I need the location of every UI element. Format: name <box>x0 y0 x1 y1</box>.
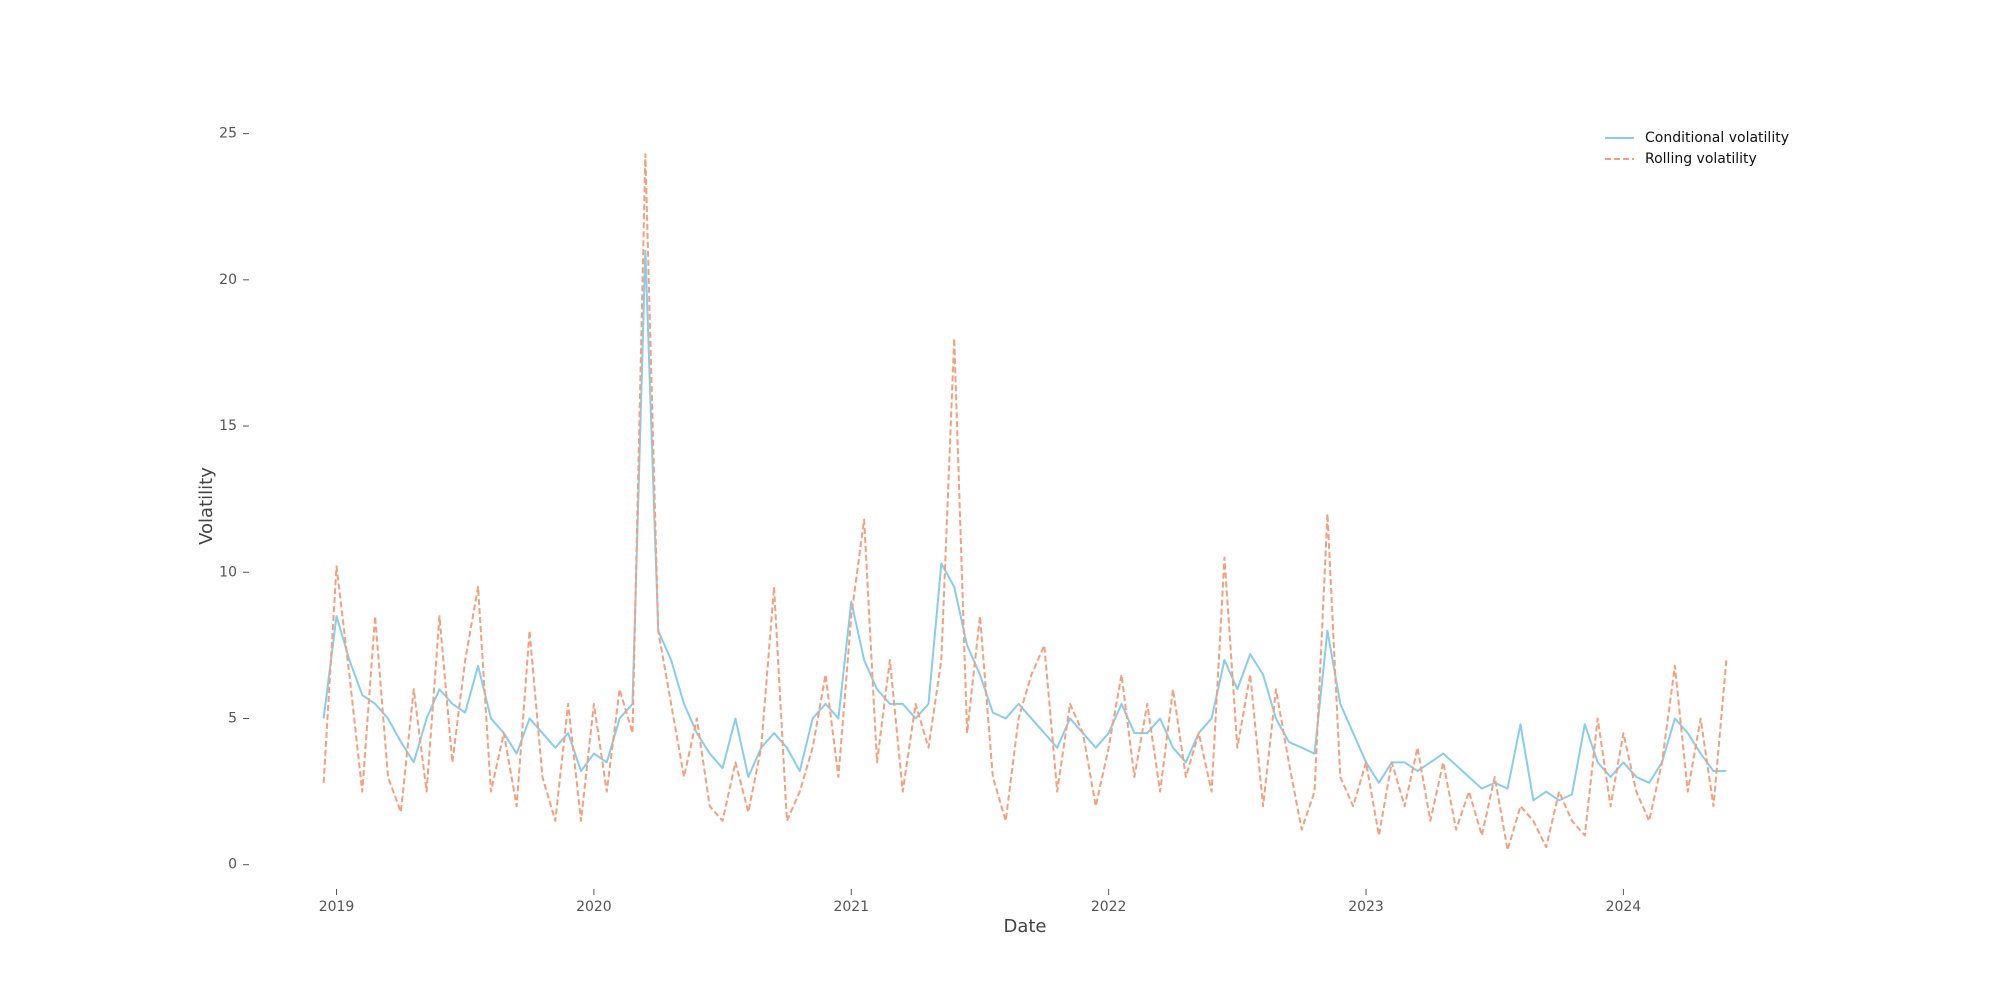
x-tick-label: 2023 <box>1348 899 1384 915</box>
x-tick-label: 2021 <box>833 899 869 915</box>
y-tick-label: 20 <box>219 272 237 288</box>
x-axis-label: Date <box>1003 916 1046 937</box>
y-tick-label: 0 <box>228 857 237 873</box>
y-tick-label: 25 <box>219 126 237 142</box>
x-tick-label: 2024 <box>1606 899 1642 915</box>
x-tick-label: 2022 <box>1091 899 1127 915</box>
legend-label: Rolling volatility <box>1645 151 1757 167</box>
y-axis-label: Volatility <box>196 467 217 545</box>
series-line <box>322 153 1728 852</box>
y-tick-label: 5 <box>228 710 237 726</box>
legend-label: Conditional volatility <box>1645 130 1789 146</box>
series-line <box>322 249 1727 802</box>
y-tick-label: 10 <box>219 564 237 580</box>
x-tick-label: 2020 <box>576 899 612 915</box>
y-tick-label: 15 <box>219 418 237 434</box>
x-tick-label: 2019 <box>319 899 355 915</box>
